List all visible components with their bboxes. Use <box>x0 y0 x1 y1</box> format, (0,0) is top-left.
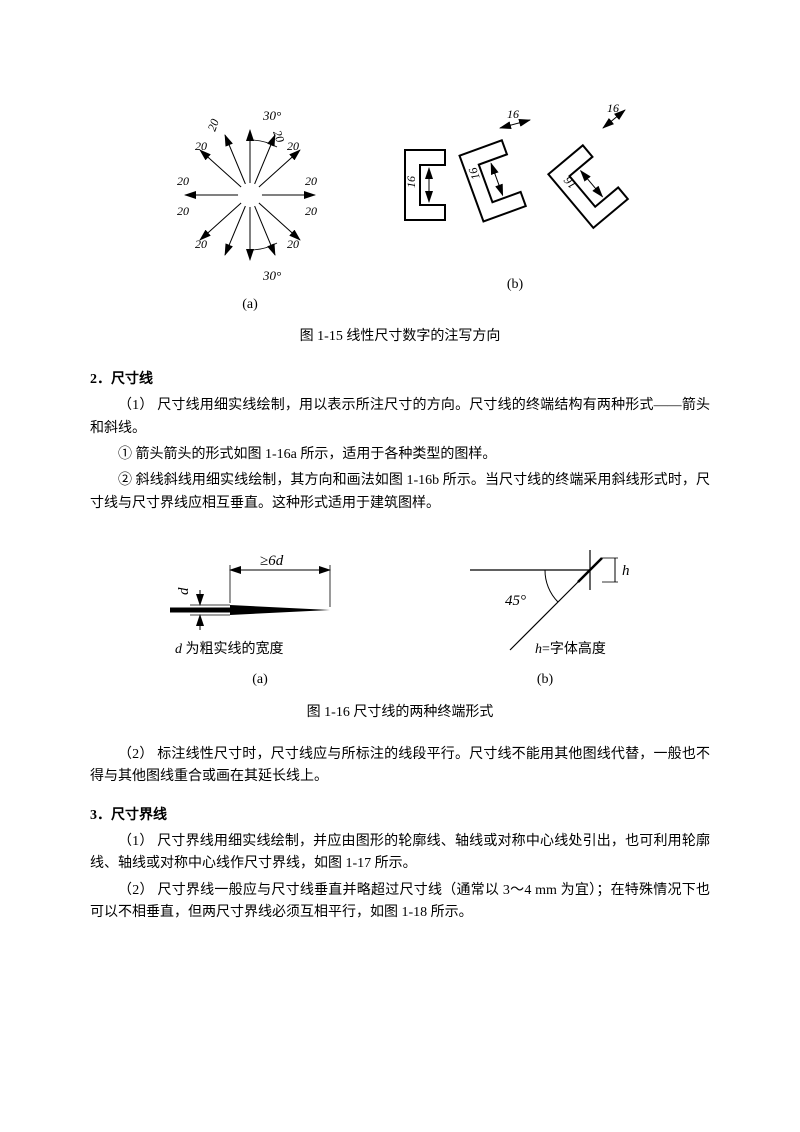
fig16a-d: d <box>176 587 192 595</box>
svg-text:20: 20 <box>195 139 207 153</box>
fig15-caption: 图 1-15 线性尺寸数字的注写方向 <box>90 326 710 348</box>
svg-text:16: 16 <box>404 176 418 188</box>
angle-bot: 30° <box>262 268 281 283</box>
fig16b-note: h=字体高度 <box>535 640 606 657</box>
fig16-caption: 图 1-16 尺寸线的两种终端形式 <box>90 702 710 724</box>
svg-text:20: 20 <box>195 237 207 251</box>
figure-1-16b: h 45° h=字体高度 (b) <box>450 535 640 691</box>
fig16b-label: (b) <box>537 669 553 691</box>
figure-1-15b: 16 16 16 16 16 (b) <box>385 90 645 316</box>
sec2-p1: （1） 尺寸线用细实线绘制，用以表示所注尺寸的方向。尺寸线的终端结构有两种形式—… <box>90 395 710 440</box>
svg-text:16: 16 <box>561 174 579 192</box>
page: 30° 30° 20 20 20 20 20 20 20 20 20 20 (a… <box>0 0 800 1132</box>
fig15b-svg: 16 16 16 16 16 <box>385 90 645 270</box>
sec2-p2: ① 箭头箭头的形式如图 1-16a 所示，适用于各种类型的图样。 <box>90 444 710 466</box>
figure-1-15: 30° 30° 20 20 20 20 20 20 20 20 20 20 (a… <box>90 90 710 316</box>
svg-text:20: 20 <box>287 139 299 153</box>
svg-text:16: 16 <box>507 107 519 121</box>
svg-text:20: 20 <box>270 128 287 144</box>
figure-1-16a: ≥6d d d 为粗实线的宽度 (a) <box>160 535 360 691</box>
sec2-p3: ② 斜线斜线用细实线绘制，其方向和画法如图 1-16b 所示。当尺寸线的终端采用… <box>90 470 710 515</box>
fig16a-label: (a) <box>252 669 268 691</box>
fig15a-svg: 30° 30° 20 20 20 20 20 20 20 20 20 20 <box>155 90 345 290</box>
sec3-p2: （2） 尺寸界线一般应与尺寸线垂直并略超过尺寸线（通常以 3～4 mm 为宜）；… <box>90 880 710 925</box>
sec2b-p1: （2） 标注线性尺寸时，尺寸线应与所标注的线段平行。尺寸线不能用其他图线代替，一… <box>90 744 710 789</box>
angle-top: 30° <box>262 108 281 123</box>
fig16a-svg: ≥6d d d 为粗实线的宽度 <box>160 535 360 665</box>
fig16b-angle: 45° <box>505 593 526 609</box>
svg-text:20: 20 <box>305 174 317 188</box>
figure-1-15a: 30° 30° 20 20 20 20 20 20 20 20 20 20 (a… <box>155 90 345 316</box>
figure-1-16: ≥6d d d 为粗实线的宽度 (a) <box>90 535 710 691</box>
svg-text:20: 20 <box>177 204 189 218</box>
sec2-title: 2．尺寸线 <box>90 369 710 391</box>
svg-text:20: 20 <box>287 237 299 251</box>
sec3-p1: （1） 尺寸界线用细实线绘制，并应由图形的轮廓线、轴线或对称中心线处引出，也可利… <box>90 831 710 876</box>
fig15b-label: (b) <box>507 274 523 296</box>
svg-text:20: 20 <box>305 204 317 218</box>
sec3-title: 3．尺寸界线 <box>90 805 710 827</box>
svg-text:20: 20 <box>177 174 189 188</box>
fig16b-h: h <box>622 563 630 579</box>
fig16b-svg: h 45° h=字体高度 <box>450 535 640 665</box>
fig16a-note: d 为粗实线的宽度 <box>175 640 284 657</box>
fig15a-label: (a) <box>242 294 258 316</box>
fig16a-top: ≥6d <box>260 553 284 569</box>
svg-text:20: 20 <box>205 117 222 133</box>
svg-text:16: 16 <box>607 101 619 115</box>
